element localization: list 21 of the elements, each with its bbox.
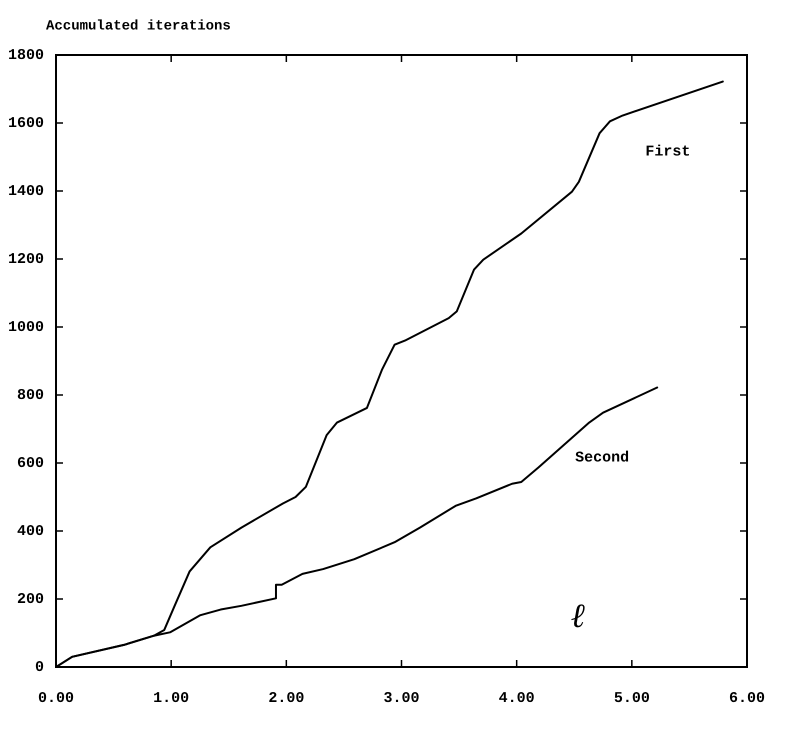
x-axis-title: ℓ bbox=[570, 596, 585, 636]
x-tick-label: 1.00 bbox=[153, 690, 190, 707]
y-tick-label: 1200 bbox=[8, 250, 44, 268]
y-tick-label: 1600 bbox=[8, 114, 44, 132]
y-tick-label: 400 bbox=[16, 522, 44, 540]
y-tick-label: 200 bbox=[16, 590, 44, 608]
y-tick-label: 800 bbox=[16, 386, 44, 404]
y-tick-label: 1000 bbox=[8, 318, 44, 336]
y-tick-label: 1800 bbox=[8, 46, 44, 64]
y-tick-label: 600 bbox=[16, 454, 44, 472]
text: First bbox=[645, 143, 690, 160]
x-tick-label: 6.00 bbox=[728, 690, 766, 707]
x-tick-label: 3.00 bbox=[383, 690, 420, 707]
x-tick-label: 4.00 bbox=[498, 690, 535, 707]
x-tick-label: 2.00 bbox=[268, 690, 304, 707]
y-axis-title: Accumulated iterations bbox=[46, 18, 231, 35]
series-label: Second bbox=[575, 449, 630, 466]
y-tick-label: 0 bbox=[34, 658, 44, 676]
x-tick-label: 5.00 bbox=[614, 690, 650, 707]
x-tick-label: 0.00 bbox=[38, 690, 74, 707]
y-tick-label: 1400 bbox=[8, 182, 44, 200]
